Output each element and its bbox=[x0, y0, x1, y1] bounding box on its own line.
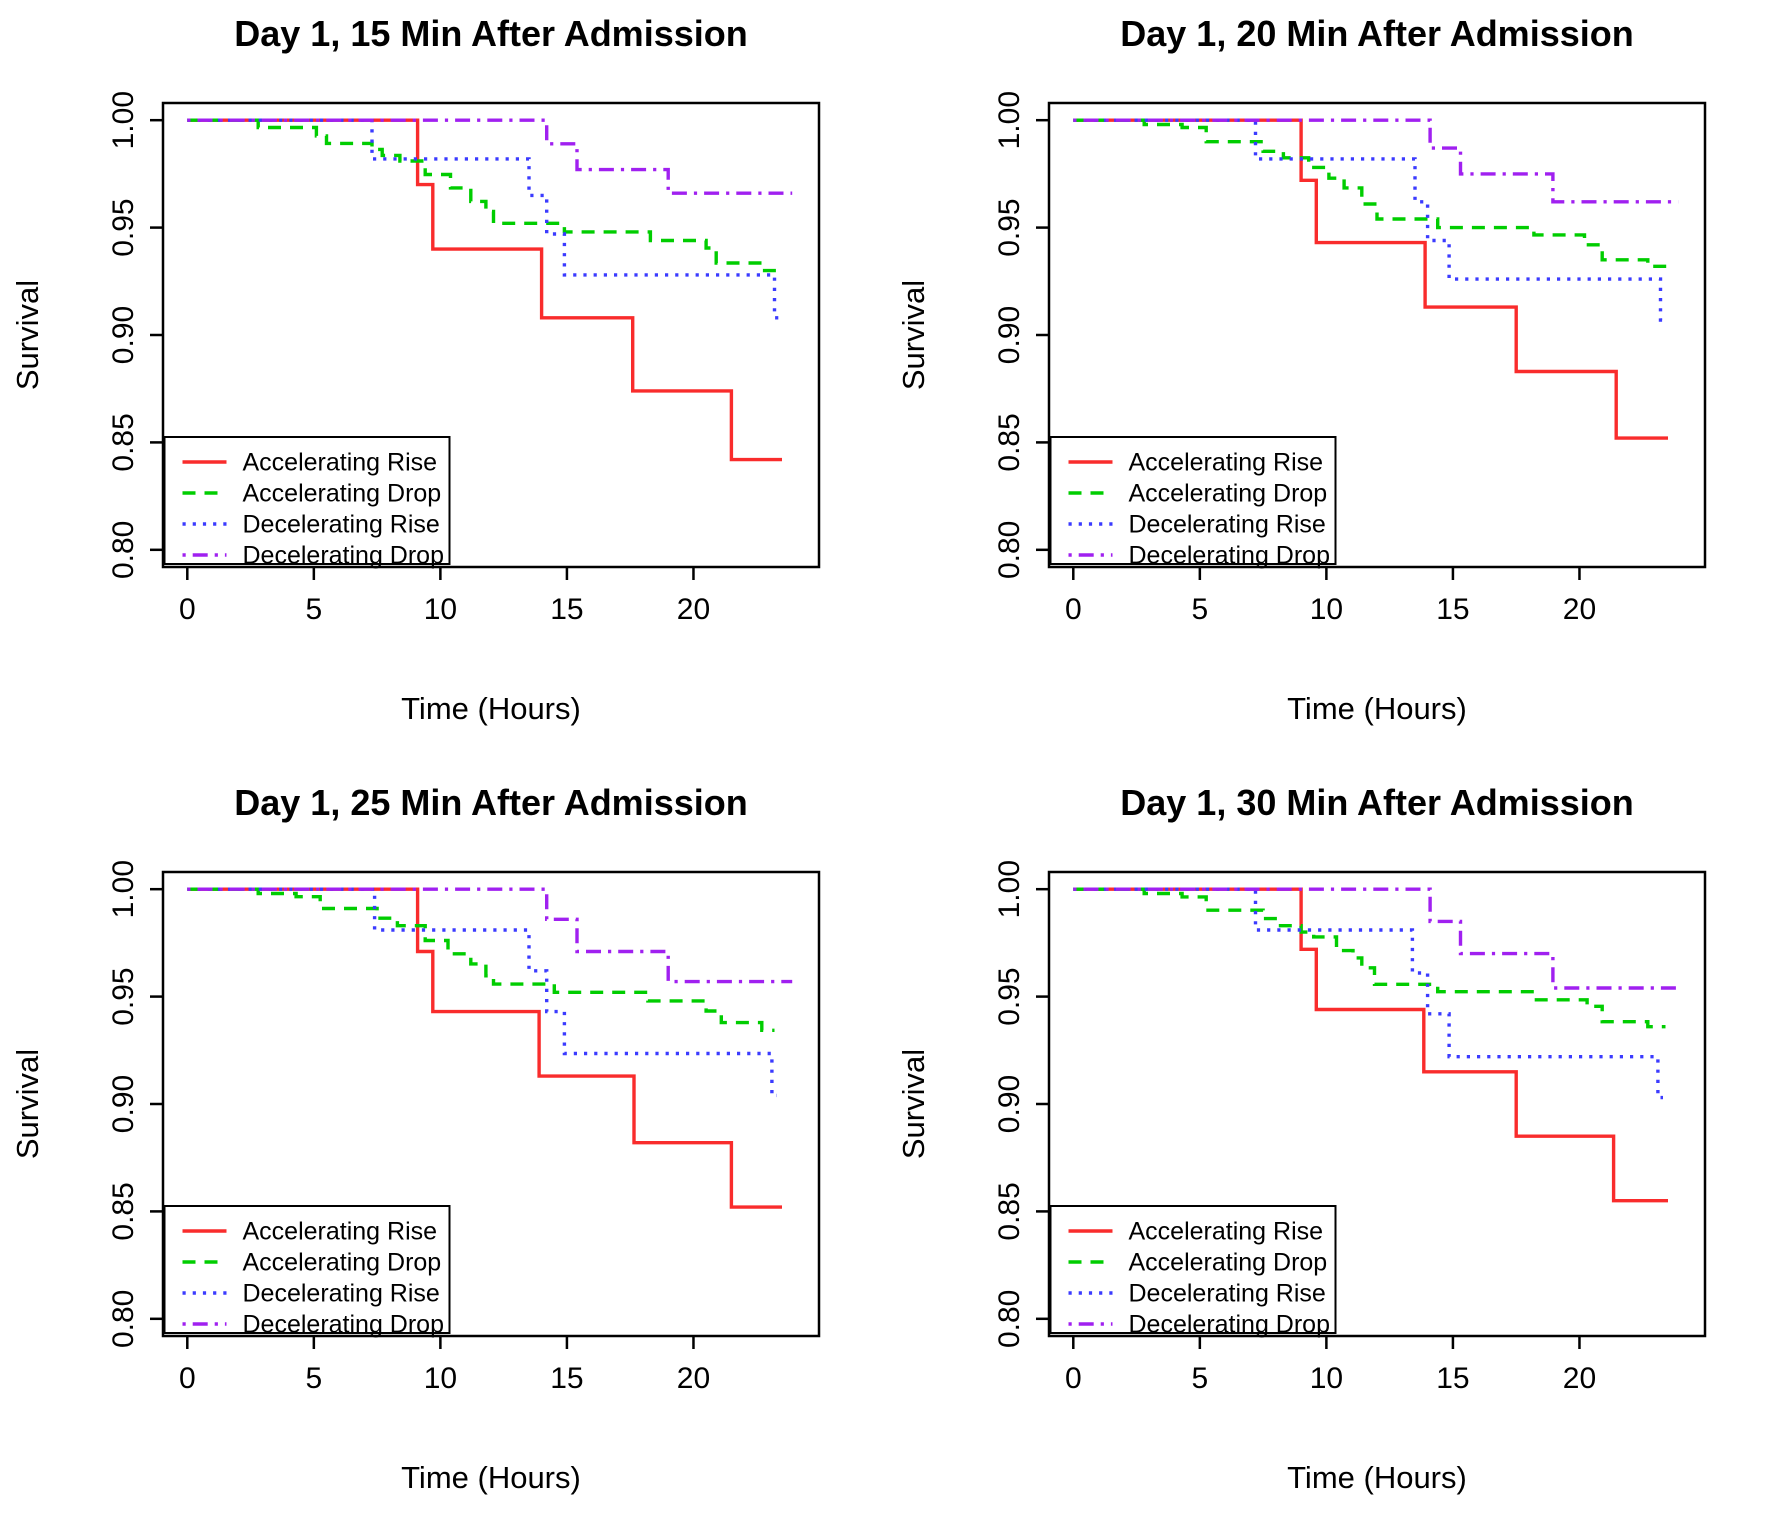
survival-curve-accelerating-drop bbox=[1073, 118, 1667, 268]
legend-label: Decelerating Rise bbox=[243, 1280, 440, 1308]
x-tick-label: 0 bbox=[1065, 1362, 1082, 1395]
survival-curve-decelerating-rise bbox=[187, 118, 780, 320]
survival-curve-decelerating-rise bbox=[1073, 118, 1666, 322]
y-axis-label: Survival bbox=[896, 280, 931, 390]
survival-curve-decelerating-drop bbox=[187, 118, 793, 195]
survival-curve-accelerating-drop bbox=[187, 118, 781, 273]
x-tick-label: 5 bbox=[305, 593, 322, 626]
legend-label: Accelerating Rise bbox=[1129, 449, 1324, 477]
legend-label: Decelerating Drop bbox=[1129, 1311, 1331, 1339]
y-tick-label: 0.85 bbox=[993, 1182, 1026, 1240]
x-tick-label: 20 bbox=[677, 1362, 710, 1395]
survival-curve-accelerating-rise bbox=[1073, 887, 1668, 1203]
panel-day1-25min: Day 1, 25 Min After Admission 0 5 10 15 20 1.0… bbox=[0, 769, 886, 1538]
y-tick-label: 0.80 bbox=[993, 1290, 1026, 1348]
y-tick-label: 0.95 bbox=[107, 967, 140, 1025]
y-tick-label: 0.95 bbox=[107, 198, 140, 256]
y-tick-label: 0.95 bbox=[993, 967, 1026, 1025]
x-tick-label: 20 bbox=[677, 593, 710, 626]
x-tick-label: 5 bbox=[1191, 1362, 1208, 1395]
km-plot-25min: Day 1, 25 Min After Admission 0 5 10 15 20 1.0… bbox=[10, 782, 821, 1495]
survival-curve-decelerating-rise bbox=[187, 887, 777, 1098]
legend-label: Accelerating Rise bbox=[1129, 1218, 1324, 1246]
km-plot-30min: Day 1, 30 Min After Admission 0 5 10 15 20 1.0… bbox=[896, 782, 1707, 1495]
km-plot-15min: Day 1, 15 Min After Admission 0 5 10 15 20 1.0… bbox=[10, 13, 821, 726]
legend-label: Accelerating Drop bbox=[1129, 480, 1328, 508]
x-tick-label: 10 bbox=[424, 1362, 457, 1395]
legend-label: Decelerating Rise bbox=[1129, 511, 1326, 539]
legend-label: Decelerating Rise bbox=[1129, 1280, 1326, 1308]
y-tick-label: 0.90 bbox=[107, 306, 140, 364]
y-tick-label: 0.95 bbox=[993, 198, 1026, 256]
x-tick-label: 0 bbox=[1065, 593, 1082, 626]
y-tick-label: 0.85 bbox=[993, 413, 1026, 471]
legend-label: Accelerating Drop bbox=[243, 1249, 442, 1277]
legend-label: Accelerating Drop bbox=[243, 480, 442, 508]
legend-label: Decelerating Drop bbox=[243, 1311, 445, 1339]
survival-curve-accelerating-drop bbox=[187, 887, 775, 1032]
x-axis-label: Time (Hours) bbox=[1287, 1460, 1467, 1495]
survival-curve-accelerating-rise bbox=[1073, 118, 1668, 440]
km-plot-20min: Day 1, 20 Min After Admission 0 5 10 15 20 1.0… bbox=[896, 13, 1707, 726]
chart-title: Day 1, 20 Min After Admission bbox=[1120, 13, 1633, 54]
y-tick-label: 1.00 bbox=[993, 860, 1026, 918]
survival-curve-decelerating-rise bbox=[1073, 887, 1663, 1100]
legend-box bbox=[163, 1205, 451, 1334]
x-tick-label: 5 bbox=[305, 1362, 322, 1395]
panel-day1-15min: Day 1, 15 Min After Admission 0 5 10 15 20 1.0… bbox=[0, 0, 886, 769]
y-tick-label: 0.80 bbox=[993, 521, 1026, 579]
panel-day1-30min: Day 1, 30 Min After Admission 0 5 10 15 20 1.0… bbox=[886, 769, 1772, 1538]
x-axis-label: Time (Hours) bbox=[1287, 691, 1467, 726]
x-tick-label: 0 bbox=[179, 1362, 196, 1395]
y-tick-label: 0.85 bbox=[107, 1182, 140, 1240]
x-tick-label: 15 bbox=[550, 593, 583, 626]
survival-curve-accelerating-rise bbox=[187, 887, 782, 1209]
y-tick-label: 1.00 bbox=[107, 91, 140, 149]
survival-curve-decelerating-drop bbox=[1073, 887, 1679, 990]
y-tick-label: 1.00 bbox=[107, 860, 140, 918]
survival-curve-accelerating-rise bbox=[187, 118, 782, 462]
survival-curve-decelerating-drop bbox=[187, 887, 793, 984]
x-tick-label: 5 bbox=[1191, 593, 1208, 626]
x-tick-label: 10 bbox=[424, 593, 457, 626]
legend-label: Accelerating Drop bbox=[1129, 1249, 1328, 1277]
legend-label: Accelerating Rise bbox=[243, 449, 438, 477]
chart-title: Day 1, 30 Min After Admission bbox=[1120, 782, 1633, 823]
y-axis-label: Survival bbox=[10, 1049, 45, 1159]
y-tick-label: 0.90 bbox=[107, 1075, 140, 1133]
x-tick-label: 15 bbox=[550, 1362, 583, 1395]
y-tick-label: 0.90 bbox=[993, 306, 1026, 364]
legend-label: Decelerating Drop bbox=[243, 542, 445, 570]
x-tick-label: 20 bbox=[1563, 593, 1596, 626]
survival-curve-accelerating-drop bbox=[1073, 887, 1666, 1029]
y-tick-label: 0.80 bbox=[107, 521, 140, 579]
legend-label: Decelerating Drop bbox=[1129, 542, 1331, 570]
chart-title: Day 1, 15 Min After Admission bbox=[234, 13, 747, 54]
panel-day1-20min: Day 1, 20 Min After Admission 0 5 10 15 20 1.0… bbox=[886, 0, 1772, 769]
x-tick-label: 15 bbox=[1436, 593, 1469, 626]
x-tick-label: 0 bbox=[179, 593, 196, 626]
x-tick-label: 10 bbox=[1310, 593, 1343, 626]
y-tick-label: 0.90 bbox=[993, 1075, 1026, 1133]
legend-label: Decelerating Rise bbox=[243, 511, 440, 539]
legend-box bbox=[1049, 1205, 1337, 1334]
legend-label: Accelerating Rise bbox=[243, 1218, 438, 1246]
y-axis-label: Survival bbox=[10, 280, 45, 390]
chart-title: Day 1, 25 Min After Admission bbox=[234, 782, 747, 823]
x-tick-label: 15 bbox=[1436, 1362, 1469, 1395]
y-axis-label: Survival bbox=[896, 1049, 931, 1159]
y-tick-label: 0.80 bbox=[107, 1290, 140, 1348]
x-tick-label: 10 bbox=[1310, 1362, 1343, 1395]
survival-curve-decelerating-drop bbox=[1073, 118, 1679, 204]
legend-box bbox=[163, 436, 451, 565]
y-tick-label: 1.00 bbox=[993, 91, 1026, 149]
x-axis-label: Time (Hours) bbox=[401, 1460, 581, 1495]
y-tick-label: 0.85 bbox=[107, 413, 140, 471]
legend-box bbox=[1049, 436, 1337, 565]
x-axis-label: Time (Hours) bbox=[401, 691, 581, 726]
x-tick-label: 20 bbox=[1563, 1362, 1596, 1395]
